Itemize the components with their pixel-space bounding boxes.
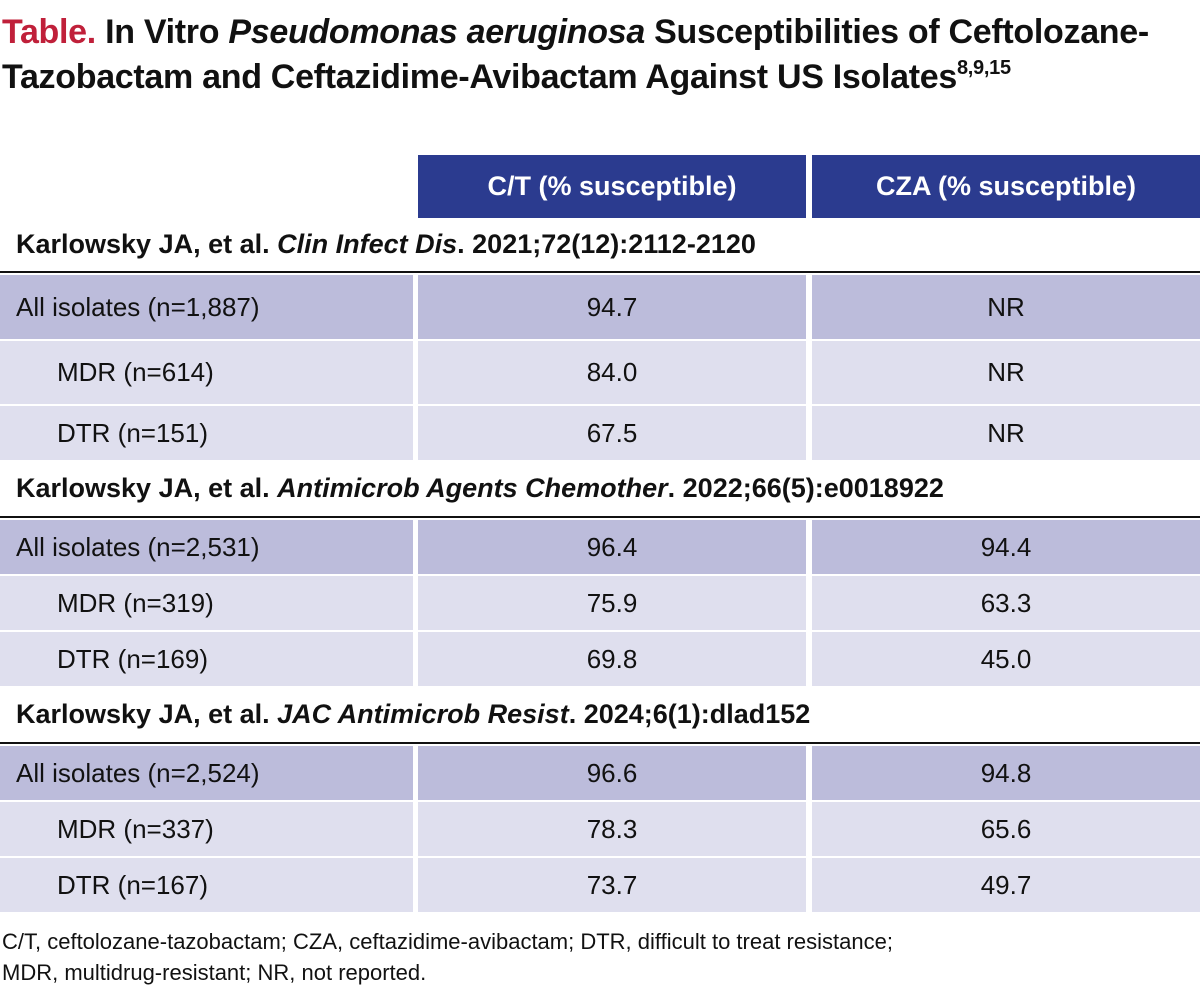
- table-cell: 94.8: [812, 746, 1200, 800]
- row-label: MDR (n=337): [57, 813, 214, 844]
- table-row: DTR (n=169) 69.8 45.0: [0, 632, 1200, 686]
- table-cell: All isolates (n=2,531): [0, 520, 413, 574]
- table-cell: 75.9: [418, 576, 806, 630]
- cell-value: 94.4: [980, 531, 1032, 562]
- table-cell: 69.8: [418, 632, 806, 686]
- table-cell: 49.7: [812, 858, 1200, 912]
- row-label: DTR (n=169): [57, 643, 208, 674]
- title-label: Table.: [2, 13, 96, 51]
- table-cell: NR: [812, 406, 1200, 460]
- table-row: DTR (n=167) 73.7 49.7: [0, 858, 1200, 912]
- citation-text: Karlowsky JA, et al. Antimicrob Agents C…: [16, 473, 944, 504]
- row-label: All isolates (n=2,524): [16, 757, 260, 788]
- section: Karlowsky JA, et al. Clin Infect Dis. 20…: [0, 218, 1200, 460]
- title-text: Susceptibilities of Ceftolozane-Tazobact…: [2, 13, 1149, 96]
- table-cell: DTR (n=169): [0, 632, 413, 686]
- table-cell: 96.4: [418, 520, 806, 574]
- citation-authors: Karlowsky JA, et al.: [16, 229, 278, 259]
- title: Table. In Vitro Pseudomonas aeruginosa S…: [2, 10, 1152, 100]
- citation-text: Karlowsky JA, et al. Clin Infect Dis. 20…: [16, 229, 756, 260]
- title-text: In Vitro: [105, 13, 229, 51]
- cell-value: 67.5: [586, 417, 638, 448]
- section: Karlowsky JA, et al. JAC Antimicrob Resi…: [0, 687, 1200, 912]
- cell-value: NR: [987, 417, 1025, 448]
- table-cell: 84.0: [418, 341, 806, 404]
- cell-value: 69.8: [586, 643, 638, 674]
- cell-value: 73.7: [586, 869, 638, 900]
- row-label: All isolates (n=1,887): [16, 291, 260, 322]
- table-row: All isolates (n=2,524) 96.6 94.8: [0, 746, 1200, 800]
- citation-details: . 2021;72(12):2112-2120: [457, 229, 756, 259]
- cell-value: 94.8: [980, 757, 1032, 788]
- cell-value: 75.9: [586, 587, 638, 618]
- row-label: MDR (n=614): [57, 357, 214, 387]
- citation-journal: Clin Infect Dis: [277, 229, 458, 259]
- table-row: All isolates (n=2,531) 96.4 94.4: [0, 520, 1200, 574]
- column-header: CZA (% susceptible): [812, 155, 1200, 218]
- table-cell: MDR (n=319): [0, 576, 413, 630]
- table-cell: DTR (n=151): [0, 406, 413, 460]
- row-label: MDR (n=319): [57, 587, 214, 618]
- cell-value: 45.0: [980, 643, 1032, 674]
- table: C/T (% susceptible) CZA (% susceptible) …: [0, 155, 1200, 912]
- citation-authors: Karlowsky JA, et al.: [16, 473, 278, 503]
- table-cell: 65.6: [812, 802, 1200, 856]
- table-cell: NR: [812, 341, 1200, 404]
- table-row: DTR (n=151) 67.5 NR: [0, 406, 1200, 460]
- cell-value: 96.4: [586, 531, 638, 562]
- table-cell: NR: [812, 275, 1200, 339]
- table-cell: MDR (n=614): [0, 341, 413, 404]
- table-cell: 94.7: [418, 275, 806, 339]
- citation-journal: Antimicrob Agents Chemother: [277, 473, 668, 503]
- cell-value: 78.3: [586, 813, 638, 844]
- cell-value: 84.0: [586, 357, 638, 387]
- table-cell: DTR (n=167): [0, 858, 413, 912]
- footnote-line: MDR, multidrug-resistant; NR, not report…: [2, 960, 427, 985]
- table-cell: All isolates (n=1,887): [0, 275, 413, 339]
- footnote-line: C/T, ceftolozane-tazobactam; CZA, ceftaz…: [2, 929, 893, 954]
- table-cell: 96.6: [418, 746, 806, 800]
- cell-value: NR: [987, 357, 1025, 387]
- section: Karlowsky JA, et al. Antimicrob Agents C…: [0, 461, 1200, 686]
- column-header: C/T (% susceptible): [418, 155, 806, 218]
- table-cell: 63.3: [812, 576, 1200, 630]
- table-row: MDR (n=319) 75.9 63.3: [0, 576, 1200, 630]
- title-superscript: 8,9,15: [956, 57, 1011, 79]
- row-label: DTR (n=167): [57, 869, 208, 900]
- table-cell: 73.7: [418, 858, 806, 912]
- row-label: DTR (n=151): [57, 417, 208, 448]
- table-cell: 67.5: [418, 406, 806, 460]
- citation-details: . 2024;6(1):dlad152: [568, 699, 811, 729]
- table-cell: 78.3: [418, 802, 806, 856]
- citation: Karlowsky JA, et al. Antimicrob Agents C…: [0, 461, 1200, 518]
- table-cell: All isolates (n=2,524): [0, 746, 413, 800]
- cell-value: 49.7: [980, 869, 1032, 900]
- cell-value: 94.7: [586, 291, 638, 322]
- cell-value: 65.6: [980, 813, 1032, 844]
- table-row: MDR (n=337) 78.3 65.6: [0, 802, 1200, 856]
- citation-journal: JAC Antimicrob Resist: [277, 699, 569, 729]
- table-row: MDR (n=614) 84.0 NR: [0, 341, 1200, 404]
- cell-value: 96.6: [586, 757, 638, 788]
- citation-authors: Karlowsky JA, et al.: [16, 699, 278, 729]
- row-label: All isolates (n=2,531): [16, 531, 260, 562]
- cell-value: NR: [987, 291, 1025, 322]
- table-cell: 94.4: [812, 520, 1200, 574]
- citation: Karlowsky JA, et al. JAC Antimicrob Resi…: [0, 687, 1200, 744]
- citation-text: Karlowsky JA, et al. JAC Antimicrob Resi…: [16, 699, 810, 730]
- table-row: All isolates (n=1,887) 94.7 NR: [0, 275, 1200, 339]
- header-row: C/T (% susceptible) CZA (% susceptible): [0, 155, 1200, 218]
- table-cell: 45.0: [812, 632, 1200, 686]
- citation-details: . 2022;66(5):e0018922: [667, 473, 944, 503]
- footnote: C/T, ceftolozane-tazobactam; CZA, ceftaz…: [2, 926, 893, 988]
- table-cell: MDR (n=337): [0, 802, 413, 856]
- cell-value: 63.3: [980, 587, 1032, 618]
- citation: Karlowsky JA, et al. Clin Infect Dis. 20…: [0, 218, 1200, 273]
- title-italic: Pseudomonas aeruginosa: [228, 13, 645, 51]
